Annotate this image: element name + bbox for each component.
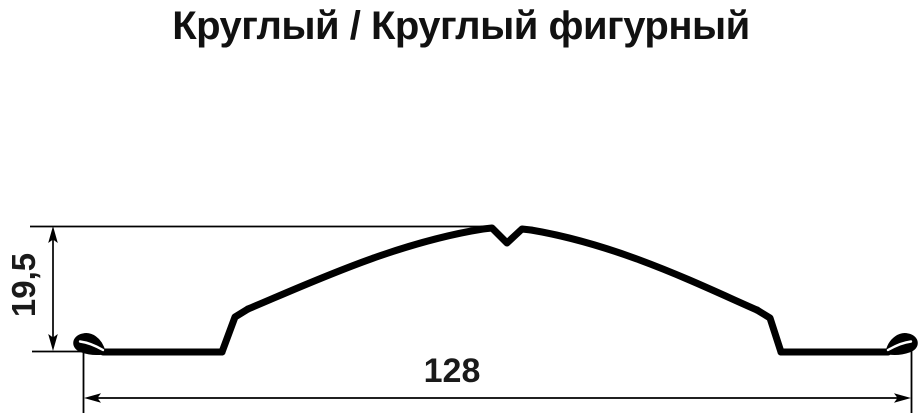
profile-dome-right	[527, 226, 761, 314]
arrowhead-width-left	[84, 393, 101, 403]
page-title: Круглый / Круглый фигурный	[172, 4, 750, 48]
dimension-label-height: 19,5	[5, 252, 42, 318]
arrowhead-height-top	[48, 226, 58, 243]
hem-left	[73, 333, 106, 355]
arrowhead-height-bottom	[48, 334, 58, 351]
hem-right-inner-slot	[886, 340, 913, 352]
profile-outline	[99, 224, 892, 356]
profile-shoulder-left	[218, 305, 252, 356]
profile-center-notch	[479, 224, 535, 247]
hem-right	[885, 333, 918, 355]
dimension-label-width: 128	[423, 352, 481, 390]
hem-left-inner-slot	[78, 340, 105, 352]
profile-dome-left	[244, 225, 487, 313]
arrowhead-width-right	[894, 393, 911, 403]
profile-shoulder-right	[753, 306, 785, 356]
